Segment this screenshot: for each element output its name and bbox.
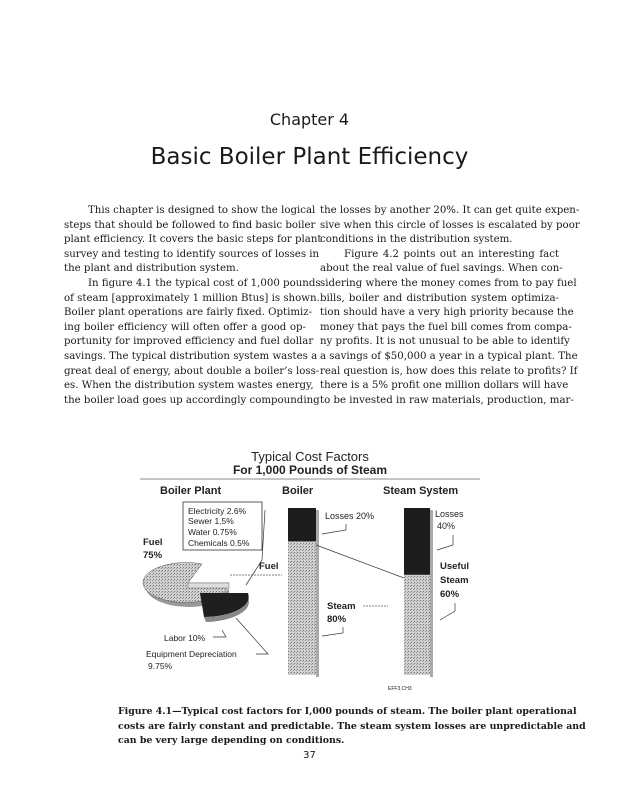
boiler-bar-loss-segment xyxy=(288,508,316,542)
text-line: savings. The typical distribution system… xyxy=(64,350,318,362)
chapter-title: Basic Boiler Plant Efficiency xyxy=(150,144,469,170)
heading-steam-system: Steam System xyxy=(383,485,458,497)
boiler-steam-pct: 80% xyxy=(327,614,347,625)
text-line: a savings of $50,000 a year in a typical… xyxy=(320,350,578,362)
caption-line: Figure 4.1—Typical cost factors for I,00… xyxy=(118,706,577,717)
system-losses-label: Losses xyxy=(435,509,464,519)
legend-item: Electricity 2.6% xyxy=(188,506,247,516)
boiler-steam-label: Steam xyxy=(327,601,356,612)
legend-item: Sewer 1.5% xyxy=(188,516,234,526)
text-line: In figure 4.1 the typical cost of 1,000 … xyxy=(88,277,321,289)
text-line: Boiler plant operations are fairly fixed… xyxy=(64,307,313,319)
legend-box xyxy=(182,501,263,551)
text-line: there is a 5% profit one million dollars… xyxy=(320,380,569,392)
boiler-bar-side xyxy=(316,510,319,677)
legend-item: Chemicals 0.5% xyxy=(188,538,250,548)
steam-system-bar-loss-segment xyxy=(404,508,430,575)
text-line: sive when this circle of losses is escal… xyxy=(320,219,580,231)
page-number: 37 xyxy=(303,750,316,761)
fuel-arrow-label: Fuel xyxy=(259,561,279,572)
heading-boiler-plant: Boiler Plant xyxy=(160,485,221,497)
text-line: sidering where the money comes from to p… xyxy=(320,277,577,289)
right-column: the losses by another 20%. It can get qu… xyxy=(320,204,580,408)
pie-slice-other xyxy=(200,593,249,617)
text-line: ing boiler efficiency will often offer a… xyxy=(64,321,306,333)
text-line: the plant and distribution system. xyxy=(64,263,239,275)
steam-system-bar-side xyxy=(430,510,433,677)
text-line: survey and testing to identify sources o… xyxy=(64,248,320,260)
text-line: steps that should be followed to find ba… xyxy=(64,219,316,231)
fuel-pct: 75% xyxy=(143,550,163,561)
text-line: bills, boiler and distribution system op… xyxy=(320,292,559,304)
text-line: es. When the distribution system wastes … xyxy=(64,380,314,392)
text-line: of steam [approximately 1 million Btus] … xyxy=(64,292,320,304)
figure-title: Typical Cost Factors xyxy=(251,449,369,464)
text-line: Figure 4.2 points out an interesting fac… xyxy=(344,248,559,260)
text-line: portunity for improved efficiency and fu… xyxy=(64,336,314,348)
text-line: to be invested in raw materials, product… xyxy=(320,394,574,406)
system-losses-pct: 40% xyxy=(437,521,455,531)
text-line: the boiler load goes up accordingly comp… xyxy=(64,394,320,406)
legend-item: Water 0.75% xyxy=(188,527,237,537)
file-code: EFF3.CH3 xyxy=(388,686,412,692)
legend-arrow xyxy=(245,509,266,586)
left-column: This chapter is designed to show the log… xyxy=(64,204,322,408)
labor-label: Labor 10% xyxy=(164,633,206,643)
pie-chart xyxy=(142,562,249,622)
text-line: great deal of energy, about double a boi… xyxy=(64,365,320,377)
text-line: the losses by another 20%. It can get qu… xyxy=(320,205,580,216)
equipment-depreciation-pct: 9.75% xyxy=(148,661,173,671)
boiler-losses-label: Losses 20% xyxy=(325,511,374,521)
text-line: plant efficiency. It covers the basic st… xyxy=(64,234,322,246)
text-line: conditions in the distribution system. xyxy=(320,234,513,246)
chapter-label: Chapter 4 xyxy=(269,110,350,129)
useful-label: Useful xyxy=(440,561,469,572)
equipment-depreciation-label: Equipment Depreciation xyxy=(146,649,237,659)
fuel-label: Fuel xyxy=(143,537,163,548)
useful-pct: 60% xyxy=(440,589,460,600)
figure-subtitle: For 1,000 Pounds of Steam xyxy=(233,463,387,477)
caption-line: costs are fairly constant and predictabl… xyxy=(118,720,586,732)
caption-line: can be very large depending on condition… xyxy=(118,735,345,747)
heading-boiler: Boiler xyxy=(282,485,314,497)
text-line: about the real value of fuel savings. Wh… xyxy=(320,263,563,275)
boiler-bar-useful-segment xyxy=(288,541,316,675)
text-line: tion should have a very high priority be… xyxy=(320,307,574,319)
figure-caption: Figure 4.1—Typical cost factors for I,00… xyxy=(118,705,586,749)
text-line: This chapter is designed to show the log… xyxy=(88,205,316,216)
steam-system-bar-useful-segment xyxy=(404,574,430,675)
text-line: real question is, how does this relate t… xyxy=(320,365,578,377)
text-line: ny profits. It is not unusual to be able… xyxy=(320,336,570,348)
useful-steam-label: Steam xyxy=(440,575,469,586)
text-line: money that pays the fuel bill comes from… xyxy=(320,321,572,333)
